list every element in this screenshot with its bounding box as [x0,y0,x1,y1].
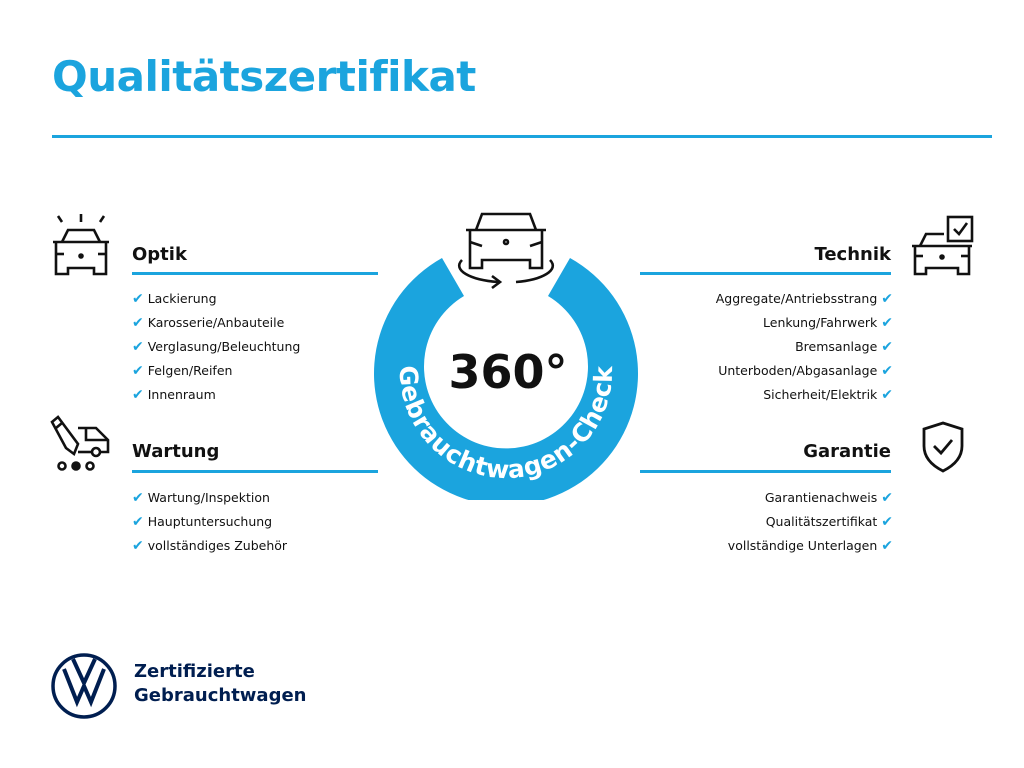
list-item: Aggregate/Antriebsstrang ✔ [640,287,893,311]
list-item: ✔ Hauptuntersuchung [132,510,287,534]
check-icon: ✔ [881,514,893,530]
wartung-list: ✔ Wartung/Inspektion ✔ Hauptuntersuchung… [132,486,287,558]
check-icon: ✔ [881,339,893,355]
badge-number: 360° [448,345,567,399]
item-label: Unterboden/Abgasanlage [718,363,878,378]
item-label: Bremsanlage [795,339,878,354]
check-icon: ✔ [132,315,144,331]
badge-ring [374,258,638,500]
list-item: Sicherheit/Elektrik ✔ [640,383,893,407]
check-icon: ✔ [132,339,144,355]
item-label: Garantienachweis [764,490,878,505]
car-rotate-icon [458,212,554,290]
check-icon: ✔ [132,387,144,403]
item-label: Felgen/Reifen [147,363,233,378]
item-label: Aggregate/Antriebsstrang [715,291,878,306]
list-item: ✔ Lackierung [132,287,300,311]
car-service-icon [50,415,110,471]
item-label: Karosserie/Anbauteile [147,315,285,330]
brand-text: Zertifizierte Gebrauchtwagen [134,660,306,708]
360-check-badge: Gebrauchtwagen-Check 360° [374,212,638,500]
item-label: Lenkung/Fahrwerk [763,315,878,330]
list-item: Lenkung/Fahrwerk ✔ [640,311,893,335]
page-title: Qualitätszertifikat [52,52,476,101]
item-label: Lackierung [147,291,217,306]
list-item: ✔ vollständiges Zubehör [132,534,287,558]
check-icon: ✔ [881,363,893,379]
garantie-list: Garantienachweis ✔ Qualitätszertifikat ✔… [640,486,893,558]
brand-line-2: Gebrauchtwagen [134,685,307,706]
section-title-wartung: Wartung [132,441,220,462]
section-title-garantie: Garantie [803,441,891,462]
list-item: Qualitätszertifikat ✔ [640,510,893,534]
check-icon: ✔ [881,490,893,506]
section-title-technik: Technik [814,244,891,265]
list-item: vollständige Unterlagen ✔ [640,534,893,558]
section-divider [640,272,891,275]
car-lights-icon [53,214,109,276]
check-icon: ✔ [881,387,893,403]
item-label: Wartung/Inspektion [147,490,270,505]
check-icon: ✔ [132,363,144,379]
vw-logo [51,653,117,719]
item-label: Qualitätszertifikat [765,514,878,529]
item-label: vollständige Unterlagen [727,538,878,553]
car-checklist-icon [912,215,974,276]
section-divider [132,470,378,473]
section-title-optik: Optik [132,244,187,265]
list-item: ✔ Karosserie/Anbauteile [132,311,300,335]
list-item: Garantienachweis ✔ [640,486,893,510]
title-divider [52,135,992,138]
check-icon: ✔ [132,490,144,506]
check-icon: ✔ [132,514,144,530]
optik-list: ✔ Lackierung ✔ Karosserie/Anbauteile ✔ V… [132,287,300,407]
check-icon: ✔ [881,538,893,554]
check-icon: ✔ [881,315,893,331]
check-icon: ✔ [132,291,144,307]
item-label: Sicherheit/Elektrik [763,387,878,402]
section-divider [640,470,891,473]
list-item: ✔ Verglasung/Beleuchtung [132,335,300,359]
list-item: ✔ Felgen/Reifen [132,359,300,383]
list-item: ✔ Innenraum [132,383,300,407]
list-item: ✔ Wartung/Inspektion [132,486,287,510]
shield-check-icon [922,421,964,473]
section-divider [132,272,378,275]
check-icon: ✔ [881,291,893,307]
item-label: Hauptuntersuchung [147,514,273,529]
list-item: Unterboden/Abgasanlage ✔ [640,359,893,383]
list-item: Bremsanlage ✔ [640,335,893,359]
item-label: Innenraum [147,387,216,402]
brand-line-1: Zertifizierte [134,661,255,682]
technik-list: Aggregate/Antriebsstrang ✔ Lenkung/Fahrw… [640,287,893,407]
check-icon: ✔ [132,538,144,554]
item-label: vollständiges Zubehör [147,538,288,553]
item-label: Verglasung/Beleuchtung [147,339,301,354]
